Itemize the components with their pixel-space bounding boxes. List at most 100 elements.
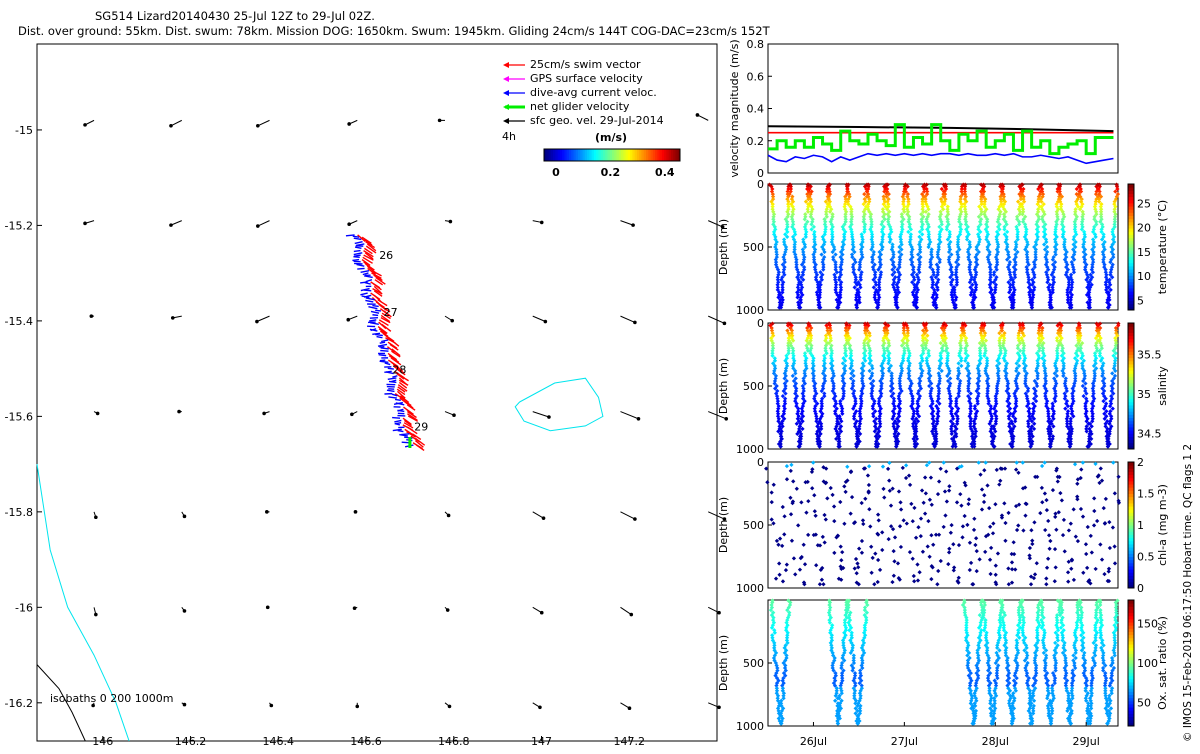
map-xtick-label: 146.2 xyxy=(175,735,207,748)
panel-colorbar-segment xyxy=(1128,389,1134,393)
panel-colorbar-segment xyxy=(1128,465,1134,469)
panel-colorbar-segment xyxy=(1128,323,1134,327)
panel-colorbar-segment xyxy=(1128,710,1134,714)
panel-colorbar-segment xyxy=(1128,563,1134,567)
panel-colorbar-segment xyxy=(1128,367,1134,371)
panel-colorbar-segment xyxy=(1128,471,1134,475)
panel-colorbar-segment xyxy=(1128,557,1134,561)
panel-colorbar-segment xyxy=(1128,250,1134,254)
map-ytick-label: -16 xyxy=(15,601,33,614)
panel-colorbar-segment xyxy=(1128,582,1134,586)
panel-colorbar-segment xyxy=(1128,490,1134,494)
panel-colorbar-segment xyxy=(1128,534,1134,538)
panel-colorbar-segment xyxy=(1128,544,1134,548)
panel-colorbar-tick: 5 xyxy=(1137,294,1144,307)
vel-ytick-label: 0.8 xyxy=(747,38,765,51)
panel-colorbar-segment xyxy=(1128,672,1134,676)
depth-tick-label: 1000 xyxy=(736,304,764,317)
panel-colorbar-segment xyxy=(1128,663,1134,667)
panel-colorbar-tick: 50 xyxy=(1137,696,1151,709)
panel-colorbar-segment xyxy=(1128,345,1134,349)
sfc-vector-head xyxy=(631,223,635,227)
panel-colorbar-segment xyxy=(1128,606,1134,610)
panel-colorbar-segment xyxy=(1128,616,1134,620)
sfc-vector-head xyxy=(94,613,98,617)
panel-colorbar-segment xyxy=(1128,506,1134,510)
panel-colorbar-segment xyxy=(1128,212,1134,216)
panel-colorbar-segment xyxy=(1128,272,1134,276)
panel-colorbar-tick: 1 xyxy=(1137,519,1144,532)
panel-colorbar-segment xyxy=(1128,669,1134,673)
sfc-vector-head xyxy=(83,222,87,226)
panel-colorbar-tick: 10 xyxy=(1137,270,1151,283)
depth-tick-label: 1000 xyxy=(736,582,764,595)
panel-colorbar-segment xyxy=(1128,348,1134,352)
panel-colorbar-segment xyxy=(1128,657,1134,661)
sfc-vector-head xyxy=(547,415,551,419)
panel-colorbar-label: chl-a (mg m-3) xyxy=(1156,484,1169,566)
panel-colorbar-segment xyxy=(1128,487,1134,491)
panel-colorbar-segment xyxy=(1128,575,1134,579)
panel-colorbar-segment xyxy=(1128,695,1134,699)
panel-colorbar-segment xyxy=(1128,503,1134,507)
dac-vector xyxy=(353,236,359,237)
panel-colorbar-segment xyxy=(1128,650,1134,654)
depth-ylabel: Depth (m) xyxy=(717,635,730,691)
sfc-vector-head xyxy=(171,316,175,320)
map-xtick-label: 147.2 xyxy=(614,735,646,748)
panel-colorbar-segment xyxy=(1128,339,1134,343)
colorbar-tick-label: 0.2 xyxy=(601,166,621,179)
panel-colorbar-tick: 35 xyxy=(1137,388,1151,401)
sfc-vector-head xyxy=(355,705,359,709)
panel-colorbar-tick: 20 xyxy=(1137,222,1151,235)
panel-colorbar-tick: 2 xyxy=(1137,456,1144,469)
sfc-vector-head xyxy=(438,119,442,123)
sfc-vector-head xyxy=(450,319,454,323)
map-xtick-label: 146 xyxy=(92,735,113,748)
panel-colorbar-segment xyxy=(1128,380,1134,384)
panel-colorbar-segment xyxy=(1128,579,1134,583)
panel-colorbar-segment xyxy=(1128,547,1134,551)
day-label: 26 xyxy=(379,249,393,262)
panel-colorbar-segment xyxy=(1128,427,1134,431)
depth-tick-label: 500 xyxy=(743,519,764,532)
panel-colorbar-segment xyxy=(1128,632,1134,636)
panel-colorbar-segment xyxy=(1128,190,1134,194)
legend-label-net: net glider velocity xyxy=(530,100,630,113)
panel-colorbar-segment xyxy=(1128,351,1134,355)
panel-colorbar-segment xyxy=(1128,421,1134,425)
panel-colorbar-segment xyxy=(1128,707,1134,711)
panel-colorbar-segment xyxy=(1128,478,1134,482)
panel-colorbar-segment xyxy=(1128,364,1134,368)
panel-colorbar-segment xyxy=(1128,408,1134,412)
panel-colorbar-segment xyxy=(1128,553,1134,557)
panel-colorbar-segment xyxy=(1128,635,1134,639)
panel-colorbar-segment xyxy=(1128,528,1134,532)
sfc-vector-head xyxy=(169,223,173,227)
panel-colorbar-segment xyxy=(1128,405,1134,409)
panel-colorbar-segment xyxy=(1128,187,1134,191)
sfc-vector-head xyxy=(354,510,358,514)
panel-colorbar-segment xyxy=(1128,269,1134,273)
map-ytick-label: -15.8 xyxy=(5,506,33,519)
panel-colorbar-segment xyxy=(1128,332,1134,336)
panel-colorbar-segment xyxy=(1128,206,1134,210)
dac-vector xyxy=(392,418,400,419)
panel-colorbar-segment xyxy=(1128,342,1134,346)
sfc-vector-head xyxy=(447,514,451,518)
sfc-vector-head xyxy=(637,417,641,421)
panel-colorbar-segment xyxy=(1128,203,1134,207)
panel-colorbar-segment xyxy=(1128,275,1134,279)
panel-colorbar-segment xyxy=(1128,666,1134,670)
panel-colorbar-segment xyxy=(1128,538,1134,542)
panel-colorbar-segment xyxy=(1128,301,1134,305)
panel-colorbar-tick: 0.5 xyxy=(1137,551,1155,564)
panel-colorbar-segment xyxy=(1128,566,1134,570)
dac-vector xyxy=(353,257,359,258)
panel-colorbar-segment xyxy=(1128,383,1134,387)
depth-ylabel: Depth (m) xyxy=(717,219,730,275)
panel-colorbar-segment xyxy=(1128,294,1134,298)
panel-colorbar-segment xyxy=(1128,216,1134,220)
depth-tick-label: 1000 xyxy=(736,720,764,733)
sfc-vector-head xyxy=(96,412,100,416)
